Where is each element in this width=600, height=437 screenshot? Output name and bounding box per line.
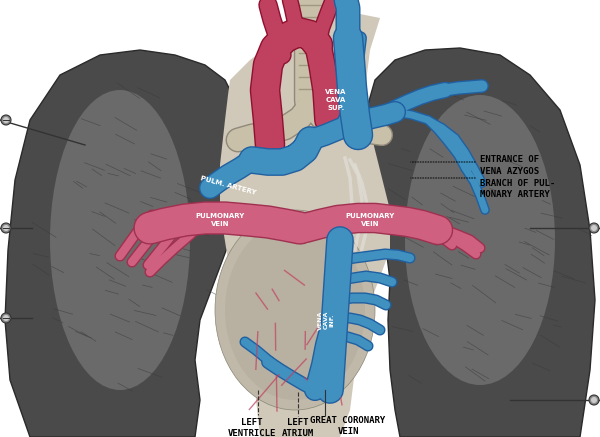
- Text: GREAT CORONARY
VEIN: GREAT CORONARY VEIN: [310, 416, 386, 436]
- Circle shape: [3, 315, 9, 321]
- Circle shape: [1, 115, 11, 125]
- Text: LEFT
VENTRICLE: LEFT VENTRICLE: [228, 418, 276, 437]
- Ellipse shape: [215, 210, 375, 410]
- Circle shape: [1, 223, 11, 233]
- Circle shape: [589, 223, 599, 233]
- Polygon shape: [365, 48, 595, 437]
- Circle shape: [3, 117, 9, 123]
- Circle shape: [1, 313, 11, 323]
- Text: PULMONARY
VEIN: PULMONARY VEIN: [196, 214, 245, 226]
- Ellipse shape: [405, 95, 555, 385]
- Text: ENTRANCE OF
VENA AZYGOS
BRANCH OF PUL-
MONARY ARTERY: ENTRANCE OF VENA AZYGOS BRANCH OF PUL- M…: [480, 155, 555, 199]
- Text: PULM. ARTERY: PULM. ARTERY: [200, 175, 256, 195]
- Text: VENA
CAVA
INF.: VENA CAVA INF.: [318, 310, 334, 329]
- Text: LEFT
ATRIUM: LEFT ATRIUM: [282, 418, 314, 437]
- Circle shape: [591, 397, 597, 403]
- Circle shape: [589, 395, 599, 405]
- Ellipse shape: [225, 220, 365, 400]
- Circle shape: [591, 225, 597, 231]
- Text: VENA
CAVA
SUP.: VENA CAVA SUP.: [325, 90, 347, 111]
- Polygon shape: [220, 12, 390, 437]
- Polygon shape: [5, 50, 245, 437]
- Ellipse shape: [50, 90, 190, 390]
- Text: PULMONARY
VEIN: PULMONARY VEIN: [346, 214, 395, 226]
- Circle shape: [3, 225, 9, 231]
